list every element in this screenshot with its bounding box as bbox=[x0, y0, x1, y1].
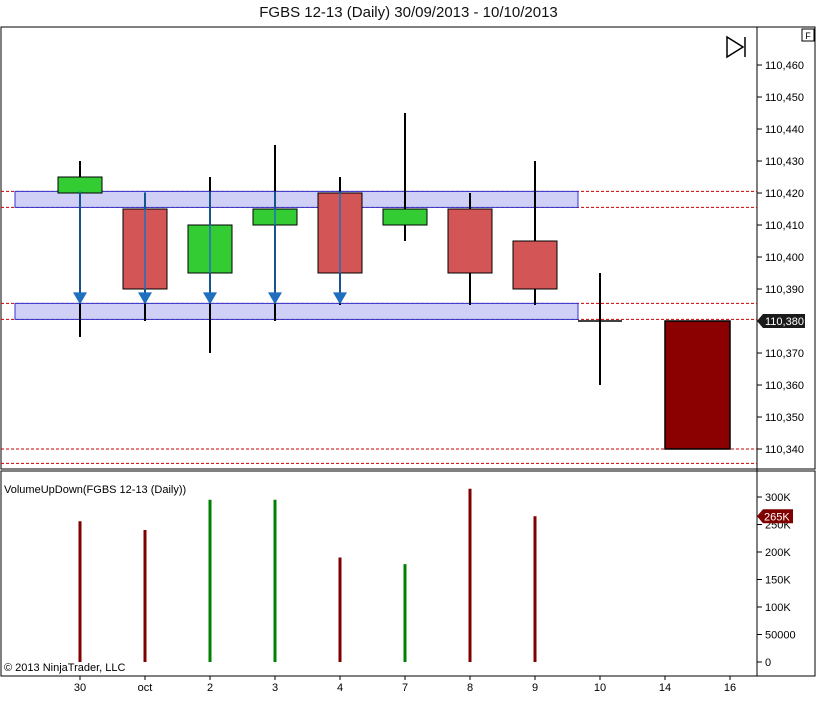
projection-candle bbox=[664, 320, 731, 450]
candle-body bbox=[382, 208, 428, 226]
zone-band bbox=[14, 302, 579, 320]
arrow-head bbox=[138, 292, 152, 305]
price-tick-label: 110,340 bbox=[765, 444, 804, 456]
time-axis: 30 oct 2 3 4 7 8 9 10 14 16 bbox=[74, 676, 736, 694]
price-tick-label: 110,350 bbox=[765, 412, 804, 424]
price-axis: 110,460 110,450 110,440 110,430 110,420 110,4… bbox=[757, 60, 805, 456]
reference-lines bbox=[1, 190, 757, 464]
price-tick-label: 110,360 bbox=[765, 380, 804, 392]
volume-tick-label: 300K bbox=[765, 492, 791, 504]
current-price-marker bbox=[757, 314, 805, 328]
arrow-head bbox=[73, 292, 87, 305]
arrow-head bbox=[203, 292, 217, 305]
volume-tick-label: 0 bbox=[765, 657, 771, 669]
price-tick-label: 110,440 bbox=[765, 124, 804, 136]
price-tick-label: 110,420 bbox=[765, 188, 804, 200]
time-tick-label: 14 bbox=[659, 682, 671, 694]
candle-body bbox=[447, 208, 493, 274]
current-volume-label: 265K bbox=[764, 511, 790, 523]
time-tick-label: 8 bbox=[467, 682, 473, 694]
time-tick-label: oct bbox=[138, 682, 153, 694]
zone-band bbox=[14, 190, 579, 208]
f-button-label: F bbox=[805, 31, 811, 41]
f-button[interactable] bbox=[801, 28, 815, 42]
volume-tick-label: 200K bbox=[765, 547, 791, 559]
time-tick-label: 10 bbox=[594, 682, 606, 694]
price-panel-frame bbox=[0, 26, 816, 470]
arrow-head bbox=[268, 292, 282, 305]
price-tick-label: 110,430 bbox=[765, 156, 804, 168]
price-tick-label: 110,460 bbox=[765, 60, 804, 72]
time-tick-label: 30 bbox=[74, 682, 86, 694]
time-tick-label: 16 bbox=[724, 682, 736, 694]
chart-title: FGBS 12-13 (Daily) 30/09/2013 - 10/10/20… bbox=[259, 4, 558, 21]
zones bbox=[14, 190, 579, 320]
arrow-head bbox=[333, 292, 347, 305]
volume-tick-label: 100K bbox=[765, 602, 791, 614]
volume-tick-label: 150K bbox=[765, 575, 791, 587]
price-tick-label: 110,450 bbox=[765, 92, 804, 104]
copyright-text: © 2013 NinjaTrader, LLC bbox=[4, 662, 125, 674]
time-tick-label: 9 bbox=[532, 682, 538, 694]
price-tick-label: 110,370 bbox=[765, 348, 804, 360]
time-tick-label: 7 bbox=[402, 682, 408, 694]
time-tick-label: 3 bbox=[272, 682, 278, 694]
price-tick-label: 110,400 bbox=[765, 252, 804, 264]
volume-indicator-label: VolumeUpDown(FGBS 12-13 (Daily)) bbox=[4, 484, 186, 496]
price-tick-label: 110,410 bbox=[765, 220, 804, 232]
current-price-label: 110,380 bbox=[765, 316, 804, 328]
volume-bars bbox=[78, 488, 537, 662]
arrows bbox=[73, 191, 347, 305]
time-tick-label: 2 bbox=[207, 682, 213, 694]
price-tick-label: 110,390 bbox=[765, 284, 804, 296]
candle-body bbox=[57, 176, 103, 194]
skip-to-end-icon[interactable] bbox=[726, 35, 746, 59]
time-tick-label: 4 bbox=[337, 682, 343, 694]
volume-tick-label: 50000 bbox=[765, 630, 796, 642]
candles bbox=[57, 113, 731, 450]
volume-panel-frame bbox=[0, 470, 816, 677]
current-volume-marker bbox=[757, 509, 793, 524]
candle-body bbox=[512, 240, 558, 290]
